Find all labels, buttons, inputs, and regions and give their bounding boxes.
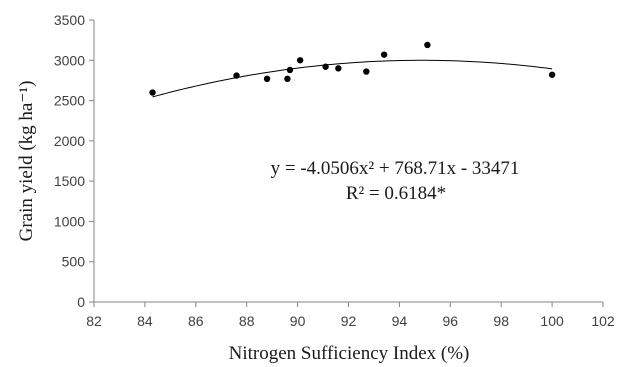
y-tick-label: 2500 [54, 93, 85, 109]
data-point [233, 72, 240, 79]
y-axis-title: Grain yield (kg ha⁻¹) [16, 81, 37, 242]
data-point [424, 41, 431, 49]
x-tick-label: 86 [188, 313, 204, 329]
data-points [149, 41, 556, 96]
y-tick-labels: 0 500 1000 1500 2000 2500 3000 3500 [54, 12, 85, 310]
data-point [380, 51, 388, 58]
x-tick-label: 82 [86, 313, 102, 329]
data-point [335, 65, 342, 72]
axes [89, 19, 604, 307]
data-point [322, 63, 329, 70]
x-tick-label: 92 [341, 313, 357, 329]
y-tick-label: 0 [77, 294, 85, 310]
x-tick-label: 94 [392, 313, 408, 329]
data-point [548, 71, 556, 78]
x-tick-labels: 82 84 86 88 90 92 94 96 98 100 102 [86, 313, 615, 329]
data-point [263, 75, 271, 83]
data-point [286, 66, 294, 74]
x-tick-label: 84 [137, 313, 153, 329]
y-tick-label: 3000 [54, 52, 85, 68]
y-tick-label: 1000 [54, 213, 85, 229]
data-point [284, 75, 291, 83]
y-tick-label: 3500 [54, 12, 85, 28]
y-tick-label: 500 [62, 254, 86, 270]
y-tick-label: 1500 [54, 173, 85, 189]
x-tick-label: 98 [493, 313, 509, 329]
trendline [152, 59, 553, 98]
x-tick-label: 102 [591, 313, 615, 329]
data-point [149, 89, 156, 96]
x-tick-label: 96 [443, 313, 459, 329]
x-tick-label: 100 [540, 313, 564, 329]
y-tick-label: 2000 [54, 133, 85, 149]
r-squared-label: R² = 0.6184* [346, 183, 446, 204]
x-tick-label: 90 [290, 313, 306, 329]
x-axis-title: Nitrogen Sufficiency Index (%) [229, 343, 470, 364]
equation-label: y = -4.0506x² + 768.71x - 33471 [271, 158, 520, 179]
data-point [363, 68, 370, 75]
data-point [296, 57, 304, 64]
x-tick-label: 88 [239, 313, 255, 329]
